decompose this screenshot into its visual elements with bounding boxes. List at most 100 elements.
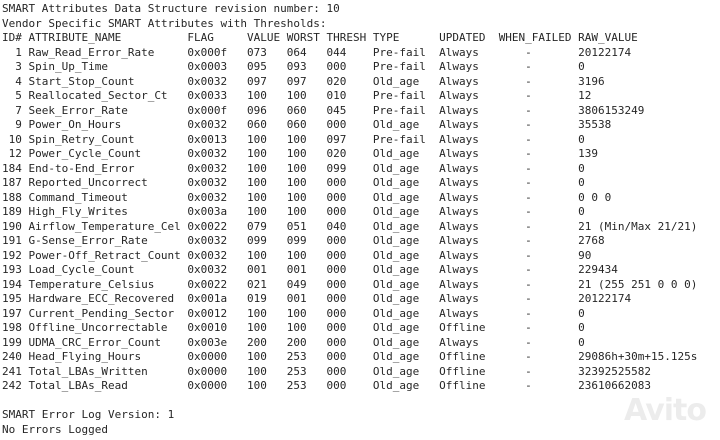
cell-when-failed: - [525,219,532,233]
cell-raw: 139 [578,147,599,160]
table-row: 187 Reported_Uncorrect 0x0032 100 100 000 Old_… [2,176,585,191]
cell-value: 100 [247,176,267,189]
cell-name: Offline_Uncorrectable [28,321,168,334]
cell-type: Old_age [372,176,420,189]
table-row: 240 Head_Flying_Hours 0x0000 100 253 000 Old_a… [2,350,697,365]
table-header: ID# ATTRIBUTE_NAME FLAG VALUE WORST THRE… [2,31,638,46]
cell-value: 100 [247,306,267,320]
table-row: 241 Total_LBAs_Written 0x0000 100 253 000 Old_… [2,364,651,380]
cell-thresh: 000 [326,263,347,276]
cell-id: 3 [15,60,22,73]
cell-value: 099 [247,234,267,247]
cell-flag: 0x0000 [187,379,228,392]
cell-name: High_Fly_Writes [28,205,128,218]
cell-raw: 32392525582 [578,364,652,378]
cell-value: 100 [247,147,267,160]
cell-updated: Offline [439,350,486,363]
table-row: 12 Power_Cycle_Count 0x0032 100 100 020 Old_ag… [2,147,598,162]
cell-worst: 100 [286,89,307,102]
cell-when-failed: - [525,350,532,363]
table-row: 193 Load_Cycle_Count 0x0032 001 001 000 Old_ag… [2,263,618,278]
cell-when-failed: - [525,161,532,175]
cell-when-failed: - [525,364,532,378]
cell-worst: 253 [286,350,307,363]
cell-flag: 0x0033 [187,89,228,102]
cell-worst: 253 [286,379,307,392]
cell-thresh: 000 [326,176,347,189]
cell-updated: Always [439,132,479,146]
cell-name: Current_Pending_Sector [28,306,175,320]
cell-when-failed: - [525,263,532,276]
cell-raw: 21 (Min/Max 21/21) [578,219,698,233]
header-id: ID# [2,31,22,44]
no-errors-logged: No Errors Logged [2,422,108,436]
cell-type: Old_age [372,248,420,262]
cell-raw: 90 [578,248,592,262]
cell-type: Pre-fail [372,89,426,102]
cell-thresh: 040 [326,219,347,233]
table-row: 189 High_Fly_Writes 0x003a 100 100 000 Old_age… [2,205,585,220]
cell-when-failed: - [525,89,532,102]
cell-name: Start_Stop_Count [28,74,135,88]
table-row: 9 Power_On_Hours 0x0032 060 060 000 Old_age Alw… [2,118,611,133]
cell-type: Old_age [372,118,420,131]
cell-worst: 100 [286,248,307,262]
cell-worst: 097 [286,74,307,88]
cell-id: 188 [2,190,22,204]
cell-flag: 0x0000 [187,364,228,378]
cell-updated: Offline [439,321,486,334]
cell-raw: 29086h+30m+15.125s [578,350,698,363]
cell-thresh: 000 [326,306,347,320]
cell-thresh: 000 [326,364,347,378]
cell-type: Old_age [372,219,420,233]
cell-updated: Always [439,103,479,117]
cell-updated: Always [439,219,479,233]
table-row: 5 Reallocated_Sector_Ct 0x0033 100 100 010 Pre… [2,89,591,104]
cell-flag: 0x003e [187,335,228,349]
cell-value: 021 [247,277,267,291]
cell-flag: 0x0003 [187,60,228,73]
cell-when-failed: - [525,103,532,117]
cell-name: Power-Off_Retract_Count [28,248,181,262]
cell-flag: 0x0032 [187,248,228,262]
cell-updated: Always [439,89,479,102]
cell-raw: 20122174 [578,292,632,305]
attribute-table: 1 Raw_Read_Error_Rate 0x000f 073 064 044 Pre-f… [2,46,697,394]
cell-name: Command_Timeout [28,190,128,204]
cell-id: 198 [2,321,22,334]
cell-when-failed: - [525,190,532,204]
cell-raw: 0 [578,321,585,334]
cell-worst: 093 [286,60,307,73]
cell-thresh: 045 [326,103,347,117]
cell-updated: Always [439,248,479,262]
table-row: 7 Seek_Error_Rate 0x000f 096 060 045 Pre-fail A… [2,103,644,119]
cell-worst: 049 [286,277,307,291]
cell-updated: Always [439,190,479,204]
cell-type: Old_age [372,190,420,204]
cell-when-failed: - [525,335,532,349]
cell-id: 195 [2,292,22,305]
cell-flag: 0x0012 [187,306,228,320]
cell-when-failed: - [525,60,532,73]
cell-thresh: 000 [326,335,347,349]
cell-id: 9 [15,118,22,131]
cell-when-failed: - [525,277,532,291]
cell-flag: 0x000f [187,103,228,117]
cell-updated: Offline [439,379,486,392]
cell-value: 100 [247,350,267,363]
cell-value: 096 [247,103,267,117]
cell-type: Old_age [372,147,420,160]
header-flag: FLAG [187,31,214,44]
cell-updated: Always [439,263,479,276]
cell-type: Old_age [372,364,420,378]
cell-name: Total_LBAs_Read [28,379,128,392]
cell-value: 060 [247,118,267,131]
cell-thresh: 000 [326,277,347,291]
cell-id: 194 [2,277,22,291]
cell-worst: 001 [286,263,307,276]
cell-when-failed: - [525,132,532,146]
header-updated: UPDATED [439,31,486,44]
cell-type: Old_age [372,306,420,320]
cell-when-failed: - [525,379,532,392]
cell-thresh: 000 [326,350,347,363]
